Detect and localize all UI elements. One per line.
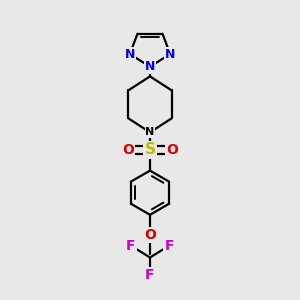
Text: F: F xyxy=(145,268,155,281)
Text: O: O xyxy=(166,143,178,157)
Text: N: N xyxy=(145,60,155,73)
Text: S: S xyxy=(145,142,155,158)
Text: N: N xyxy=(146,127,154,137)
Text: N: N xyxy=(165,48,175,61)
Text: O: O xyxy=(144,228,156,242)
Text: F: F xyxy=(164,239,174,253)
Text: N: N xyxy=(125,48,135,61)
Text: F: F xyxy=(126,239,136,253)
Text: O: O xyxy=(122,143,134,157)
